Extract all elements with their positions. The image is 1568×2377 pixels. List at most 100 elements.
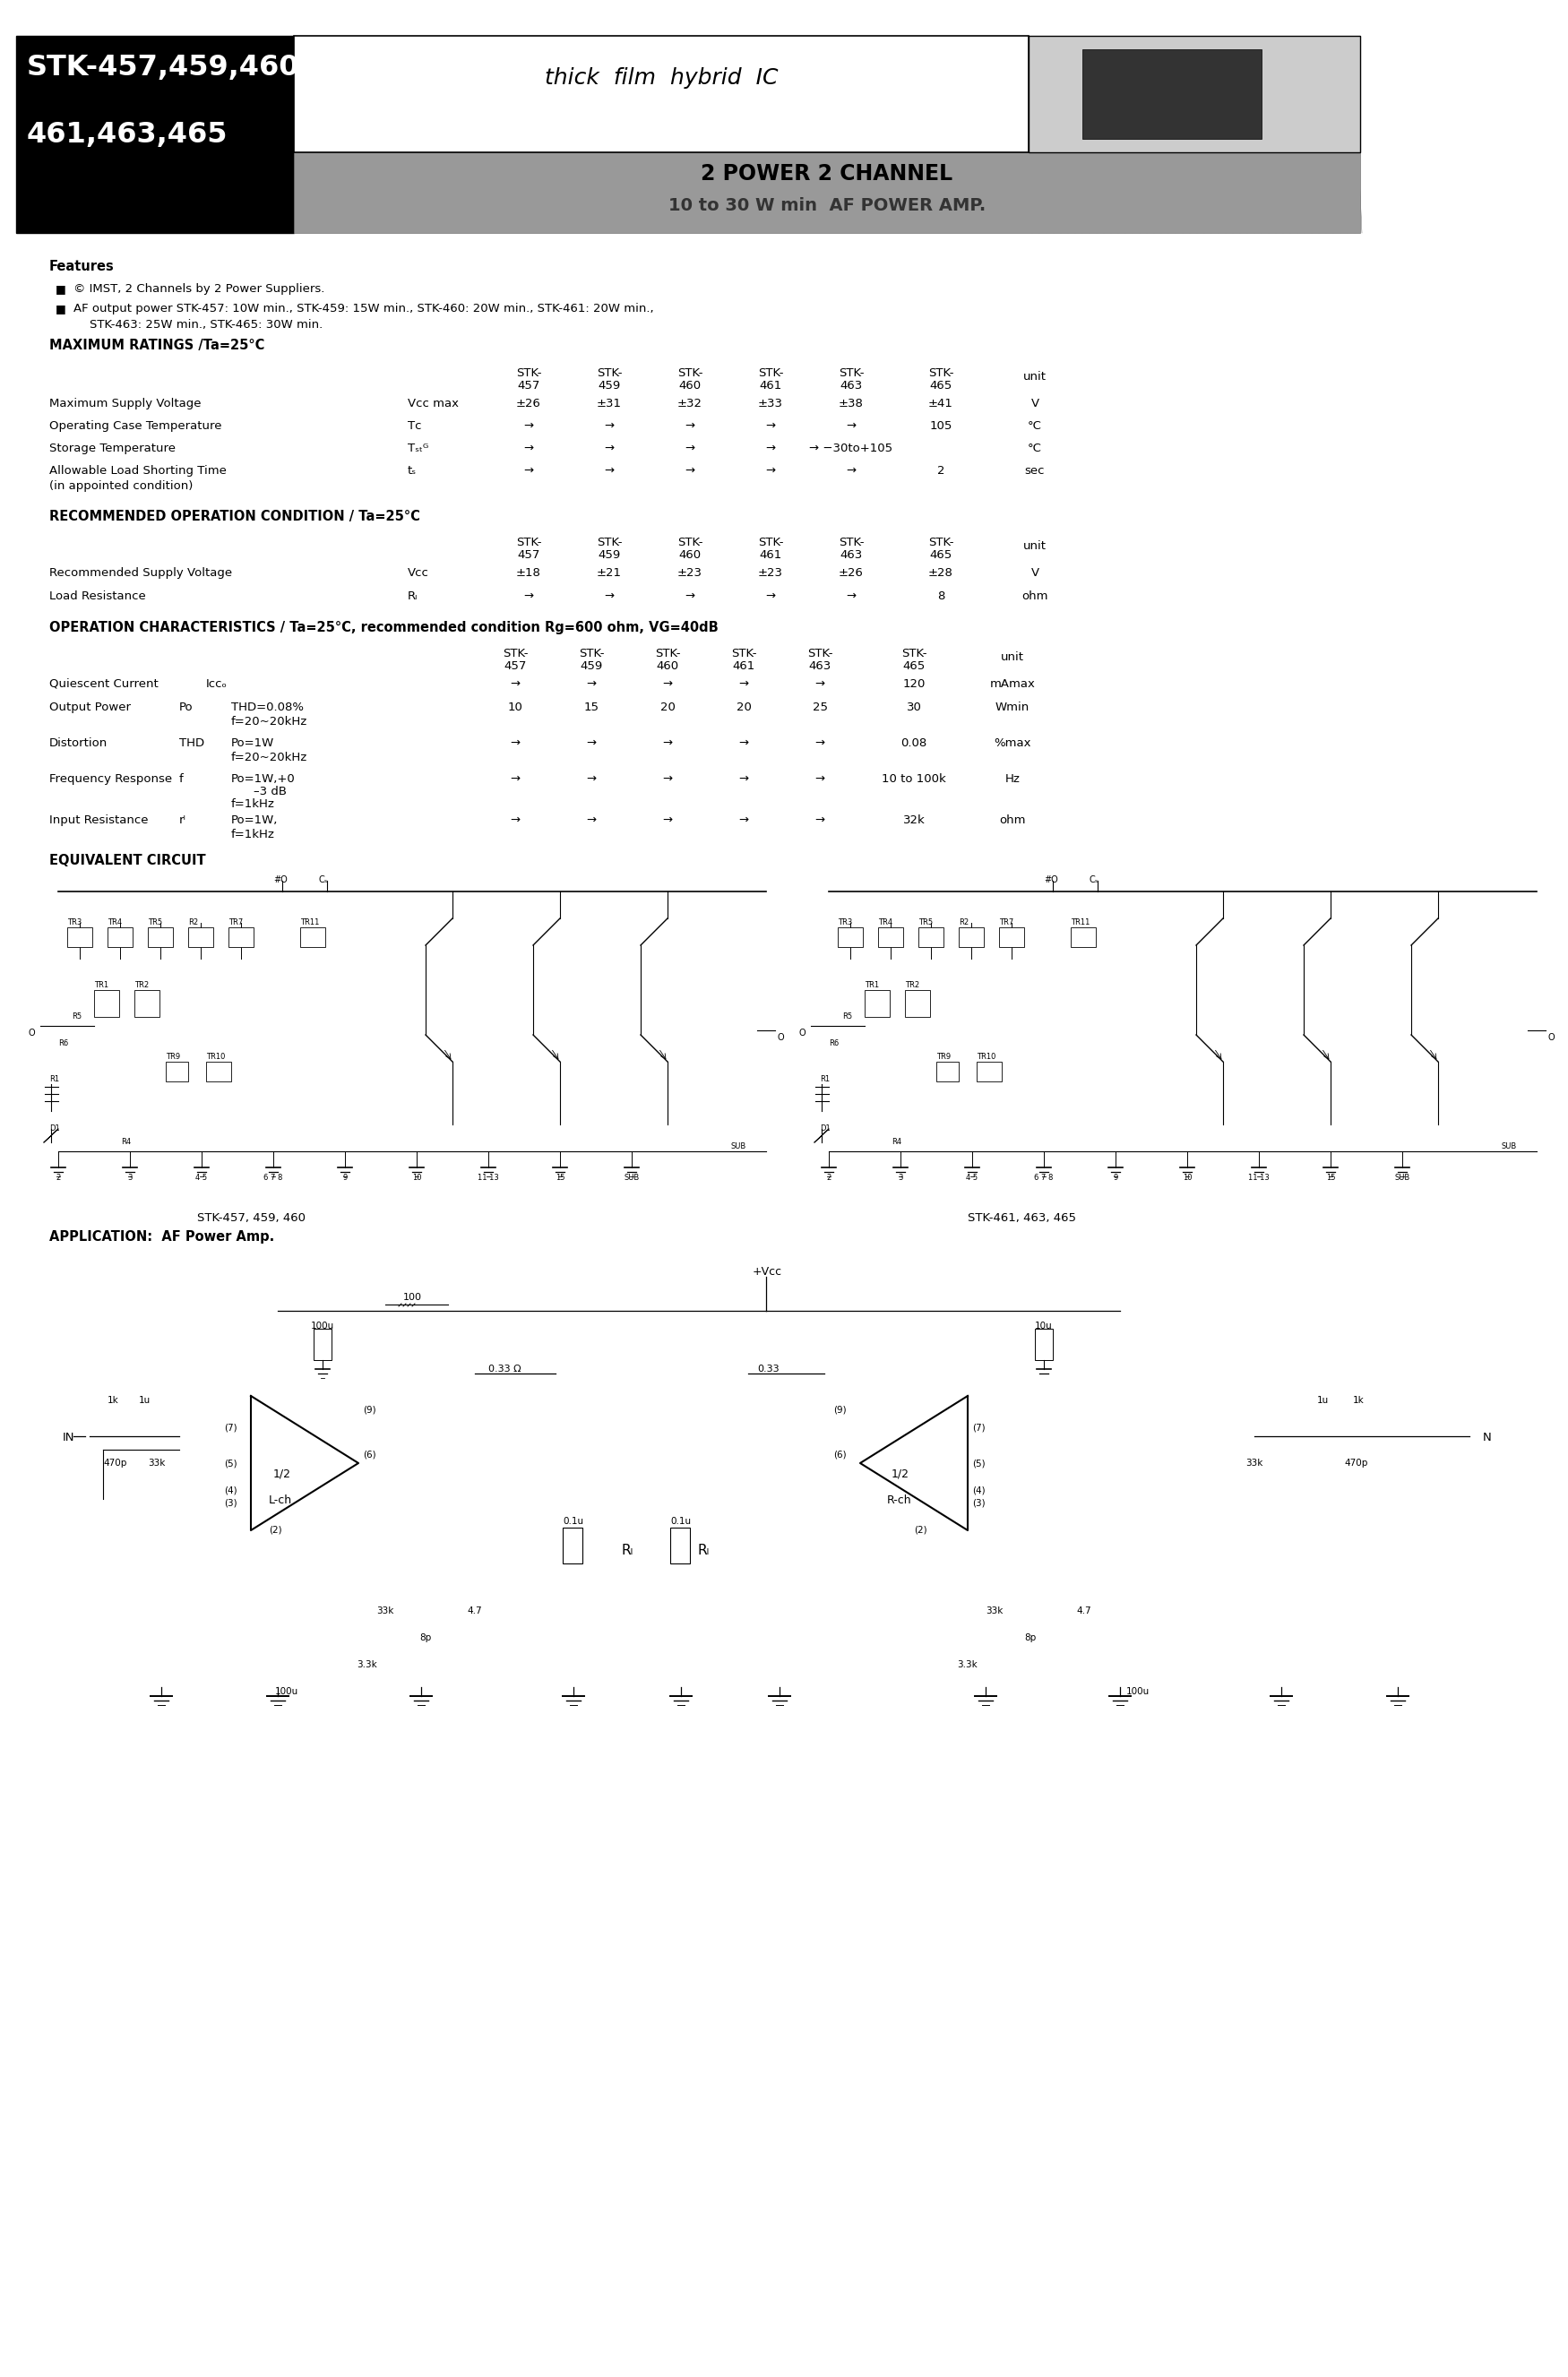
Text: ±26: ±26	[516, 397, 541, 409]
Text: 33k: 33k	[376, 1607, 394, 1616]
Text: →: →	[524, 589, 533, 601]
Text: (2): (2)	[268, 1526, 282, 1536]
Text: SUB: SUB	[731, 1143, 746, 1150]
Text: APPLICATION:  AF Power Amp.: APPLICATION: AF Power Amp.	[49, 1231, 274, 1243]
Text: R4: R4	[892, 1139, 902, 1146]
Text: f=20~20kHz: f=20~20kHz	[230, 751, 307, 763]
Text: +Vᴄᴄ: +Vᴄᴄ	[753, 1267, 782, 1279]
Text: 457: 457	[517, 380, 539, 392]
Text: mAmax: mAmax	[989, 677, 1035, 689]
Text: (2): (2)	[914, 1526, 927, 1536]
Text: MAXIMUM RATINGS /Ta=25°C: MAXIMUM RATINGS /Ta=25°C	[49, 338, 265, 352]
Text: →: →	[815, 737, 825, 749]
Text: 11 13: 11 13	[478, 1174, 499, 1181]
Text: Frequency Response: Frequency Response	[49, 773, 172, 784]
Text: ±23: ±23	[677, 568, 702, 578]
Bar	[67, 927, 93, 946]
Text: 10: 10	[412, 1174, 422, 1181]
Text: TR2: TR2	[905, 982, 919, 989]
Text: 3.3k: 3.3k	[358, 1659, 378, 1669]
Text: →: →	[765, 442, 776, 454]
Text: (4): (4)	[224, 1486, 237, 1495]
Text: 15: 15	[555, 1174, 564, 1181]
Text: 0.08: 0.08	[900, 737, 927, 749]
Bar	[94, 991, 119, 1017]
Text: 33k: 33k	[1245, 1459, 1262, 1467]
Text: Po=1W: Po=1W	[230, 737, 274, 749]
Bar	[299, 927, 325, 946]
Text: 465: 465	[930, 380, 952, 392]
Text: 1k: 1k	[1353, 1395, 1364, 1405]
Text: STK-463: 25W min., STK-465: 30W min.: STK-463: 25W min., STK-465: 30W min.	[89, 319, 323, 330]
Text: 2: 2	[938, 466, 944, 478]
Bar	[563, 1528, 582, 1564]
Text: D1: D1	[49, 1124, 60, 1131]
Text: Load Resistance: Load Resistance	[49, 589, 146, 601]
Text: Operating Case Temperature: Operating Case Temperature	[49, 421, 221, 433]
Text: 15: 15	[1327, 1174, 1336, 1181]
Text: TR5: TR5	[147, 918, 163, 927]
Text: 25: 25	[812, 701, 828, 713]
Bar	[108, 927, 133, 946]
Text: ±28: ±28	[928, 568, 953, 578]
Bar	[229, 927, 254, 946]
Bar	[1071, 927, 1096, 946]
Text: 0.33: 0.33	[757, 1364, 779, 1374]
Text: Allowable Load Shorting Time: Allowable Load Shorting Time	[49, 466, 227, 478]
Text: IN: IN	[63, 1431, 75, 1443]
Text: →: →	[524, 421, 533, 433]
Text: R6: R6	[829, 1039, 839, 1048]
Bar	[864, 991, 889, 1017]
Text: RECOMMENDED OPERATION CONDITION / Ta=25°C: RECOMMENDED OPERATION CONDITION / Ta=25°…	[49, 509, 420, 523]
Text: STK-: STK-	[677, 537, 702, 549]
Text: rᴵ: rᴵ	[179, 815, 187, 827]
Bar	[905, 991, 930, 1017]
Bar	[314, 1329, 331, 1360]
Text: STK-: STK-	[731, 649, 756, 658]
Text: →: →	[586, 737, 596, 749]
Text: →: →	[586, 773, 596, 784]
Text: thick  film  hybrid  IC: thick film hybrid IC	[544, 67, 778, 88]
Text: 460: 460	[679, 380, 701, 392]
Text: R5: R5	[842, 1013, 853, 1020]
Text: (5): (5)	[224, 1459, 237, 1467]
Text: TR2: TR2	[135, 982, 149, 989]
Text: O⁠⁠: O⁠⁠	[800, 1029, 806, 1036]
Text: ±41: ±41	[928, 397, 953, 409]
Text: →: →	[847, 466, 856, 478]
Text: →: →	[739, 815, 748, 827]
Text: 33k: 33k	[986, 1607, 1004, 1616]
Text: STK-: STK-	[928, 368, 953, 378]
Text: STK-: STK-	[757, 537, 784, 549]
Text: →: →	[510, 815, 521, 827]
Text: 9: 9	[343, 1174, 348, 1181]
Text: STK-: STK-	[516, 368, 541, 378]
Text: STK-457, 459, 460: STK-457, 459, 460	[196, 1212, 306, 1224]
Text: Recommended Supply Voltage: Recommended Supply Voltage	[49, 568, 232, 578]
Text: →: →	[604, 442, 615, 454]
Text: ±38: ±38	[839, 397, 864, 409]
Text: (7): (7)	[972, 1424, 985, 1431]
Text: R-ch: R-ch	[887, 1495, 913, 1507]
Text: →: →	[663, 773, 673, 784]
Text: O: O	[1548, 1034, 1554, 1041]
Text: STK-: STK-	[516, 537, 541, 549]
Text: →: →	[510, 737, 521, 749]
Text: (9): (9)	[362, 1405, 376, 1414]
Text: →: →	[604, 421, 615, 433]
Text: OPERATION CHARACTERISTICS / Ta=25°C, recommended condition Rg=600 ohm, VG=40dB: OPERATION CHARACTERISTICS / Ta=25°C, rec…	[49, 620, 718, 635]
Text: →: →	[739, 773, 748, 784]
Text: →: →	[663, 737, 673, 749]
Text: 457: 457	[517, 549, 539, 561]
Text: STK-461, 463, 465: STK-461, 463, 465	[967, 1212, 1076, 1224]
Text: 0.33 Ω: 0.33 Ω	[488, 1364, 521, 1374]
Text: 20: 20	[735, 701, 751, 713]
Text: Cₛ: Cₛ	[1088, 875, 1098, 884]
Text: THD: THD	[179, 737, 204, 749]
Text: (3): (3)	[972, 1500, 985, 1507]
Text: →: →	[815, 773, 825, 784]
Text: Features: Features	[49, 259, 114, 273]
Text: 10u: 10u	[1035, 1322, 1052, 1331]
Text: 2: 2	[56, 1174, 61, 1181]
Text: 470p: 470p	[103, 1459, 127, 1467]
